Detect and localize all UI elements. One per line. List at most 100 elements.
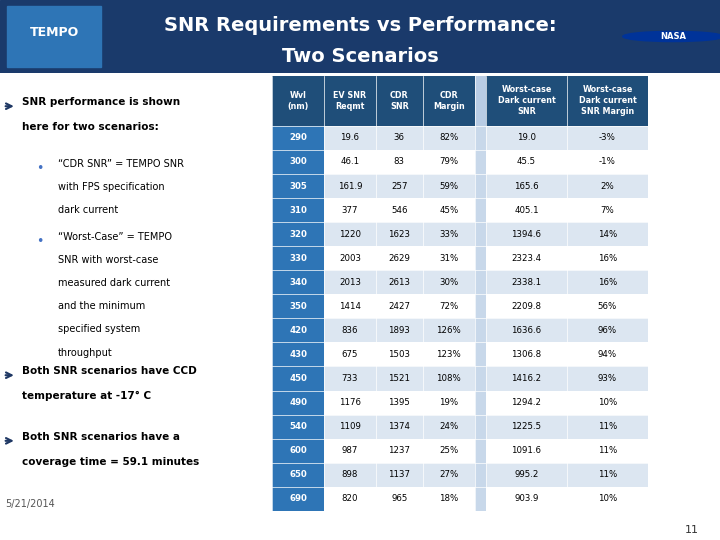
Bar (376, 342, 423, 367)
Bar (486, 438, 567, 463)
Text: SNR with worst-case: SNR with worst-case (58, 255, 158, 265)
Bar (486, 294, 567, 319)
Text: 24%: 24% (439, 422, 459, 431)
Text: 2003: 2003 (339, 254, 361, 263)
Bar (567, 174, 648, 198)
Bar (324, 174, 376, 198)
Bar (376, 390, 423, 415)
Bar (567, 270, 648, 294)
Text: 1395: 1395 (388, 398, 410, 407)
Text: 2209.8: 2209.8 (511, 302, 541, 311)
Bar (567, 367, 648, 390)
Bar (423, 342, 474, 367)
Bar (324, 415, 376, 438)
Bar (567, 319, 648, 342)
Text: 2629: 2629 (388, 254, 410, 263)
Bar (272, 342, 324, 367)
Bar (567, 294, 648, 319)
Text: 33%: 33% (439, 230, 459, 239)
Bar (272, 174, 324, 198)
Bar (324, 246, 376, 270)
Text: 27%: 27% (439, 470, 459, 479)
Text: 300: 300 (289, 158, 307, 166)
Text: -1%: -1% (599, 158, 616, 166)
Text: 340: 340 (289, 278, 307, 287)
Text: 377: 377 (341, 206, 358, 214)
Text: 420: 420 (289, 326, 307, 335)
Text: CDR
SNR: CDR SNR (390, 91, 409, 111)
Bar (423, 390, 474, 415)
Text: throughput: throughput (58, 348, 113, 357)
Text: NASA: NASA (660, 32, 686, 41)
Text: 546: 546 (391, 206, 408, 214)
Bar (324, 198, 376, 222)
Text: 1091.6: 1091.6 (511, 446, 541, 455)
Text: 2427: 2427 (388, 302, 410, 311)
Text: “Worst-Case” = TEMPO: “Worst-Case” = TEMPO (58, 232, 172, 242)
Bar (474, 76, 486, 126)
Bar (272, 76, 324, 126)
Bar (423, 270, 474, 294)
Bar (567, 246, 648, 270)
Text: 11: 11 (685, 524, 698, 535)
Bar (567, 487, 648, 511)
Bar (376, 174, 423, 198)
Bar (474, 294, 486, 319)
Bar (486, 150, 567, 174)
Bar (324, 390, 376, 415)
Bar (474, 198, 486, 222)
Bar (272, 390, 324, 415)
Bar (376, 150, 423, 174)
Text: 10%: 10% (598, 398, 617, 407)
Text: 350: 350 (289, 302, 307, 311)
Bar (272, 415, 324, 438)
Bar (423, 487, 474, 511)
Bar (324, 294, 376, 319)
Text: 836: 836 (341, 326, 358, 335)
Bar (567, 390, 648, 415)
Text: 898: 898 (342, 470, 358, 479)
Text: 46.1: 46.1 (341, 158, 359, 166)
Text: 31%: 31% (439, 254, 459, 263)
Bar (474, 246, 486, 270)
Text: 123%: 123% (436, 350, 462, 359)
Text: 1306.8: 1306.8 (511, 350, 541, 359)
Bar (376, 198, 423, 222)
Text: 290: 290 (289, 133, 307, 143)
Text: EV SNR
Reqmt: EV SNR Reqmt (333, 91, 366, 111)
Bar (324, 367, 376, 390)
Text: 79%: 79% (439, 158, 459, 166)
Bar (376, 438, 423, 463)
Text: 30%: 30% (439, 278, 459, 287)
Text: •: • (36, 235, 43, 248)
Text: 19.0: 19.0 (517, 133, 536, 143)
Bar (567, 222, 648, 246)
Text: Worst-case
Dark current
SNR Margin: Worst-case Dark current SNR Margin (579, 85, 636, 116)
Bar (376, 487, 423, 511)
Bar (376, 415, 423, 438)
Bar (272, 198, 324, 222)
Bar (423, 198, 474, 222)
Bar (486, 126, 567, 150)
Text: 82%: 82% (439, 133, 459, 143)
Text: 1237: 1237 (388, 446, 410, 455)
Text: 72%: 72% (439, 302, 459, 311)
Text: 1623: 1623 (388, 230, 410, 239)
Text: specified system: specified system (58, 325, 140, 334)
Text: 25%: 25% (439, 446, 459, 455)
Text: 430: 430 (289, 350, 307, 359)
Text: 10%: 10% (598, 494, 617, 503)
Text: SNR performance is shown: SNR performance is shown (22, 97, 180, 107)
Bar (376, 294, 423, 319)
Bar (423, 367, 474, 390)
Bar (423, 463, 474, 487)
Text: 56%: 56% (598, 302, 617, 311)
Bar (376, 222, 423, 246)
Bar (324, 438, 376, 463)
Bar (423, 415, 474, 438)
Bar (423, 319, 474, 342)
Bar (486, 319, 567, 342)
Text: -3%: -3% (599, 133, 616, 143)
Text: 94%: 94% (598, 350, 617, 359)
Text: temperature at -17° C: temperature at -17° C (22, 392, 151, 401)
